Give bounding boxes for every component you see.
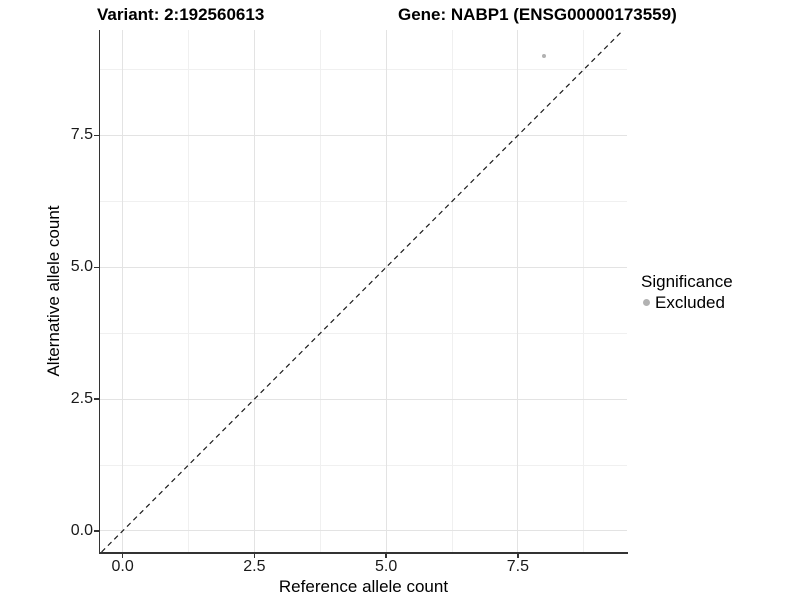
x-axis-line	[98, 552, 628, 554]
x-axis-title: Reference allele count	[278, 577, 449, 596]
gridline-x-minor	[451, 30, 453, 552]
gridline-y-major	[100, 530, 627, 532]
gridline-y-major	[100, 266, 627, 268]
gridline-y-minor	[100, 69, 627, 71]
y-axis-tick-label: 2.5	[70, 390, 93, 408]
x-axis-tick-label: 5.0	[375, 558, 398, 575]
gridline-x-major	[253, 30, 255, 552]
data-point	[542, 54, 547, 59]
legend-title: Significance	[641, 272, 733, 291]
gridline-y-minor	[100, 332, 627, 334]
gridline-x-minor	[319, 30, 321, 552]
gridline-y-minor	[100, 200, 627, 202]
y-axis-tick	[94, 134, 99, 137]
x-axis-tick-label: 7.5	[506, 558, 530, 575]
y-axis-tick	[94, 530, 99, 532]
x-axis-tick	[121, 553, 124, 558]
y-axis-tick-label: 5.0	[70, 258, 93, 276]
y-axis-tick	[94, 398, 99, 400]
legend: Significance Excluded	[641, 271, 733, 312]
x-axis-tick-label: 0.0	[111, 558, 134, 575]
identity-dashed-line	[101, 30, 624, 552]
plot-panel	[100, 30, 627, 552]
x-axis-tick-label: 2.5	[243, 558, 266, 575]
x-axis-tick	[385, 553, 387, 558]
legend-key-dot-icon	[643, 299, 650, 306]
x-axis-tick	[517, 553, 519, 558]
legend-item-excluded: Excluded	[641, 293, 733, 312]
gridline-x-major	[517, 30, 519, 552]
gridline-y-major	[100, 398, 627, 400]
y-axis-tick-label: 7.5	[70, 126, 93, 144]
x-axis-tick	[253, 553, 256, 558]
gridline-x-minor	[188, 30, 190, 552]
y-axis-line	[98, 30, 100, 554]
gridline-x-major	[385, 30, 387, 552]
gridline-x-major	[122, 30, 124, 552]
legend-item-label: Excluded	[655, 292, 725, 312]
y-axis-tick-label: 0.0	[70, 521, 93, 539]
gridline-y-minor	[100, 464, 627, 466]
plot-title-variant: Variant: 2:192560613	[97, 5, 265, 24]
gridline-x-minor	[583, 30, 585, 552]
gridline-y-major	[100, 134, 627, 136]
plot-title-gene: Gene: NABP1 (ENSG00000173559)	[398, 5, 677, 24]
y-axis-tick	[94, 266, 99, 269]
